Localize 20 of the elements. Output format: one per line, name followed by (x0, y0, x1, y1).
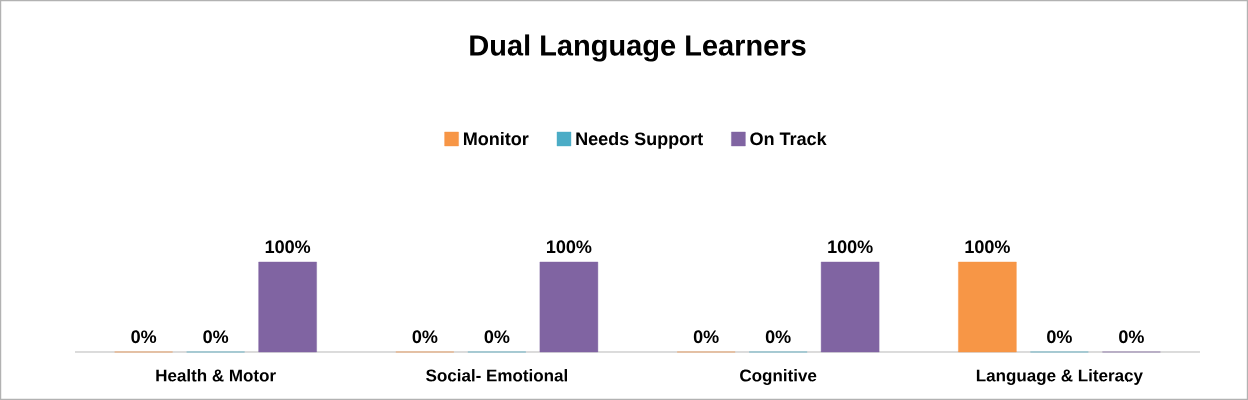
data-label: 0% (484, 330, 510, 344)
data-label: 0% (693, 330, 719, 344)
data-label: 0% (412, 330, 438, 344)
chart-title: Dual Language Learners (470, 34, 806, 62)
legend-label: Needs Support (576, 131, 703, 149)
data-label: 100% (828, 240, 873, 254)
x-tick-label: Health & Motor (156, 369, 276, 382)
legend-label: Monitor (463, 131, 529, 146)
data-label: 0% (1047, 330, 1072, 344)
data-label: 0% (1119, 330, 1144, 344)
legend-label: On Track (750, 131, 827, 146)
data-label: 100% (546, 240, 592, 254)
data-label: 0% (203, 330, 229, 344)
x-tick-label: Cognitive (740, 369, 817, 385)
x-tick-label: Social- Emotional (426, 369, 567, 382)
data-label: 0% (765, 330, 791, 344)
data-label: 100% (265, 240, 311, 254)
x-tick-label: Language & Literacy (976, 369, 1143, 385)
data-label: 0% (131, 330, 157, 344)
data-label: 100% (965, 240, 1010, 254)
